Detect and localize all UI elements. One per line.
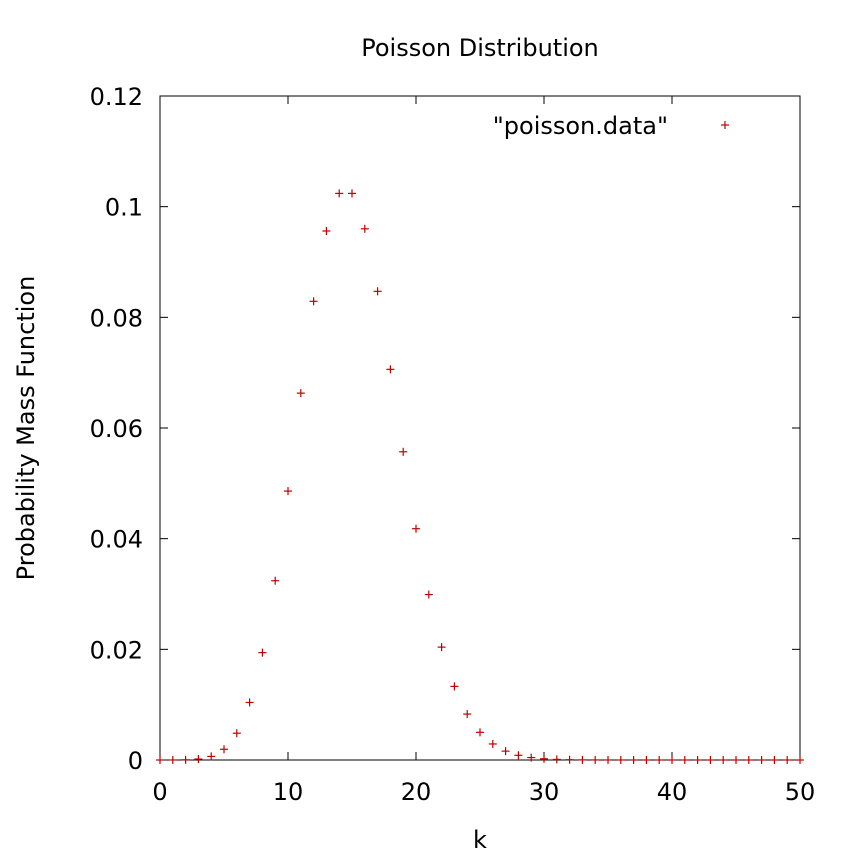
x-tick: 50	[785, 96, 816, 806]
y-axis: 0 0.02 0.04 0.06 0.08 0.1 0.12	[90, 83, 800, 775]
data-point	[744, 756, 753, 764]
data-point	[181, 755, 190, 764]
data-point	[258, 648, 267, 657]
plot-frame	[159, 95, 801, 761]
x-tick: 30	[529, 96, 560, 806]
data-point	[565, 755, 574, 764]
data-point	[796, 756, 804, 764]
data-point	[168, 755, 177, 764]
data-point	[578, 755, 587, 764]
data-point	[719, 756, 728, 764]
data-point	[335, 189, 344, 198]
y-tick-label: 0.12	[90, 83, 143, 111]
data-point	[424, 590, 433, 599]
data-point	[770, 756, 779, 764]
data-point	[616, 755, 625, 764]
data-point	[245, 698, 254, 707]
data-point	[476, 728, 484, 737]
data-point	[552, 755, 561, 764]
data-point	[693, 756, 702, 764]
legend-label: "poisson.data"	[493, 112, 668, 140]
y-tick: 0.12	[90, 83, 800, 111]
data-point	[463, 710, 472, 719]
data-point	[399, 447, 408, 456]
y-tick-label: 0.02	[90, 636, 143, 664]
data-point	[680, 755, 689, 764]
data-point	[296, 389, 305, 398]
data-point	[783, 756, 792, 764]
data-point	[207, 752, 216, 761]
y-tick-label: 0.04	[90, 526, 143, 554]
x-tick-label: 50	[785, 778, 816, 806]
data-point	[604, 755, 612, 764]
data-point	[412, 524, 420, 533]
data-point	[156, 755, 164, 764]
data-point	[501, 747, 510, 756]
data-point	[732, 756, 740, 764]
y-tick-label: 0.08	[90, 304, 143, 332]
x-axis-label: k	[473, 826, 487, 854]
x-axis: 0 10 20 30 40 50	[152, 96, 815, 806]
data-point	[668, 755, 676, 764]
x-tick-label: 0	[152, 778, 167, 806]
data-point	[540, 754, 548, 763]
data-point	[232, 729, 241, 738]
data-point	[284, 487, 292, 496]
data-series	[156, 189, 804, 764]
x-tick: 20	[401, 96, 432, 806]
y-tick: 0	[128, 747, 800, 775]
data-point	[488, 739, 497, 748]
data-point	[514, 751, 523, 760]
legend: "poisson.data"	[493, 112, 729, 140]
y-tick: 0.02	[90, 636, 800, 664]
y-tick: 0.08	[90, 304, 800, 332]
data-point	[271, 576, 280, 585]
x-tick: 10	[273, 96, 304, 806]
data-point	[527, 753, 536, 762]
data-point	[706, 756, 715, 764]
data-point	[220, 745, 228, 754]
data-point	[348, 189, 356, 198]
data-point	[322, 227, 331, 236]
data-point	[309, 297, 318, 306]
y-axis-label: Probability Mass Function	[12, 276, 40, 581]
x-tick-label: 40	[657, 778, 688, 806]
y-tick-label: 0.1	[105, 194, 143, 222]
data-point	[386, 365, 395, 374]
y-tick: 0.06	[90, 415, 800, 443]
y-tick: 0.04	[90, 526, 800, 554]
y-tick-label: 0.06	[90, 415, 143, 443]
y-tick: 0.1	[105, 194, 800, 222]
data-point	[757, 756, 766, 764]
data-point	[655, 755, 664, 764]
y-tick-label: 0	[128, 747, 143, 775]
legend-marker	[721, 121, 729, 129]
data-point	[591, 755, 600, 764]
data-point	[373, 287, 382, 296]
x-tick-label: 30	[529, 778, 560, 806]
x-tick: 40	[657, 96, 688, 806]
data-point	[360, 224, 369, 233]
chart-title: Poisson Distribution	[361, 34, 599, 62]
data-point	[629, 755, 638, 764]
data-point	[437, 643, 446, 652]
x-tick-label: 10	[273, 778, 304, 806]
data-point	[642, 755, 651, 764]
data-point	[450, 682, 459, 691]
x-tick-label: 20	[401, 778, 432, 806]
data-point	[194, 755, 203, 764]
